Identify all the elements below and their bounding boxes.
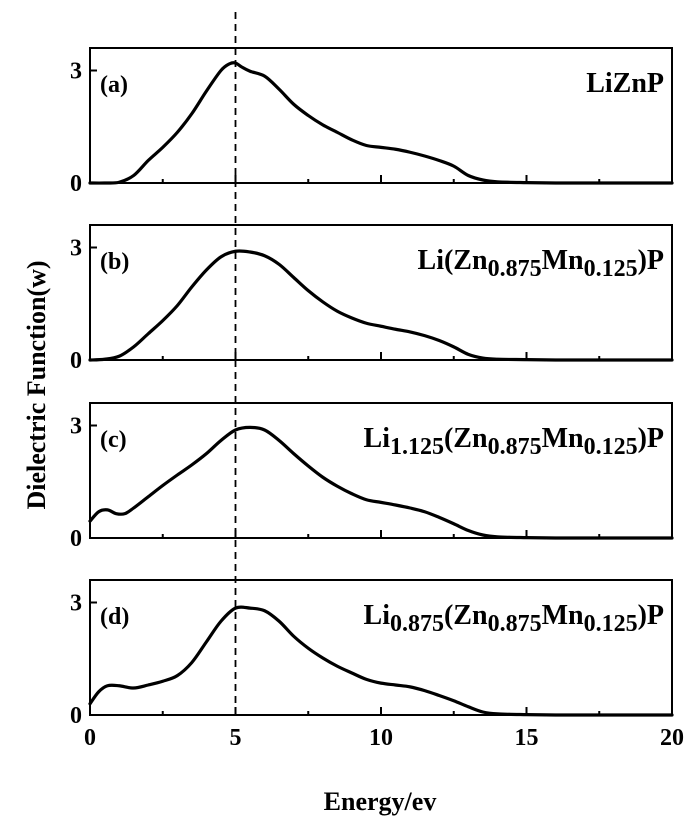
label-text: )P <box>638 600 664 631</box>
series-line <box>88 425 674 540</box>
y-tick-label: 0 <box>70 703 82 729</box>
series-line <box>88 61 674 185</box>
label-text: Mn <box>542 423 584 454</box>
label-text: Li <box>364 600 391 631</box>
label-text: (Zn <box>444 423 488 454</box>
x-tick-label: 10 <box>369 725 393 751</box>
x-axis-title: Energy/ev <box>324 787 437 816</box>
panel-tag: (b) <box>100 249 129 275</box>
label-subscript: 0.125 <box>584 611 638 637</box>
y-axis-title: Dielectric Function(w) <box>22 260 51 509</box>
compound-label: Li(Zn0.875Mn0.125)P <box>418 245 664 282</box>
label-text: Li <box>364 423 391 454</box>
plot-frame <box>89 224 673 361</box>
y-tick-label: 3 <box>70 591 82 617</box>
label-text: Mn <box>542 245 584 276</box>
label-subscript: 0.875 <box>488 434 542 460</box>
label-subscript: 1.125 <box>390 434 444 460</box>
label-subscript: 0.875 <box>488 256 542 282</box>
x-tick-label: 0 <box>84 725 96 751</box>
y-tick-label: 3 <box>70 59 82 85</box>
label-text: Mn <box>542 600 584 631</box>
compound-label: Li0.875(Zn0.875Mn0.125)P <box>364 600 664 637</box>
y-tick-label: 0 <box>70 171 82 197</box>
x-tick-label: 20 <box>660 725 684 751</box>
panel-tag: (a) <box>100 72 128 98</box>
label-text: LiZnP <box>586 68 664 99</box>
panel-b: 0 3 (b) Li(Zn0.875Mn0.125)P <box>70 224 674 374</box>
label-subscript: 0.125 <box>584 434 638 460</box>
x-tick-label: 5 <box>230 725 242 751</box>
panel-d: 03(d) Li0.875(Zn0.875Mn0.125)P <box>70 579 674 729</box>
y-tick-label: 3 <box>70 414 82 440</box>
compound-label: Li1.125(Zn0.875Mn0.125)P <box>364 423 664 460</box>
panel-tag: (c) <box>100 427 127 453</box>
x-tick-label: 15 <box>515 725 539 751</box>
panel-a: 0 3 (a) LiZnP <box>70 47 674 197</box>
label-text: )P <box>638 245 664 276</box>
y-tick-label: 3 <box>70 236 82 262</box>
panel-c: 0 3 (c) Li1.125(Zn0.875Mn0.125)P <box>70 402 674 552</box>
compound-label: LiZnP <box>586 68 664 99</box>
y-tick-label: 0 <box>70 526 82 552</box>
y-tick-label: 0 <box>70 348 82 374</box>
label-subscript: 0.125 <box>584 256 638 282</box>
label-text: )P <box>638 423 664 454</box>
label-subscript: 0.875 <box>390 611 444 637</box>
label-subscript: 0.875 <box>488 611 542 637</box>
series-line <box>88 605 674 717</box>
plot-frame <box>89 47 673 184</box>
series-line <box>88 249 674 362</box>
panel-tag: (d) <box>100 604 129 630</box>
label-text: (Zn <box>444 600 488 631</box>
label-text: Li(Zn <box>418 245 488 276</box>
